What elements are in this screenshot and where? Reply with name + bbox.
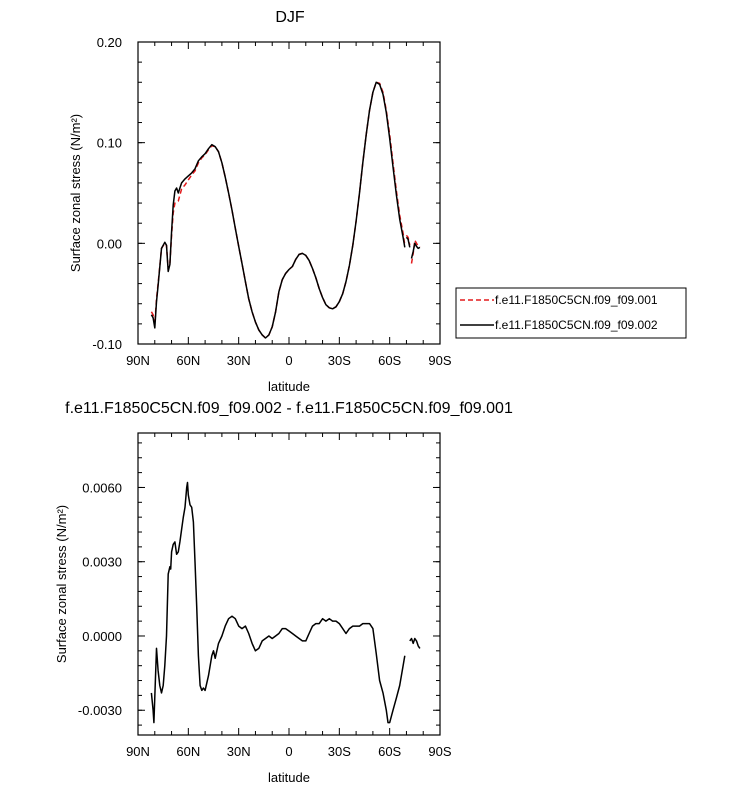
bottom-xtick-label: 90N	[126, 744, 150, 759]
top-chart: DJF 90N 60N 30N 0 30S 60S 90S -0.10 0.00 0.10 0.20…	[68, 9, 452, 394]
top-ytick-label: 0.00	[97, 236, 122, 251]
bottom-series-line-1	[409, 637, 421, 649]
bottom-ytick-label: -0.0030	[78, 703, 122, 718]
top-ylabel-text: Surface zonal stress (N/m²)	[68, 114, 83, 272]
bottom-series-line-1	[150, 481, 406, 724]
legend-label-002: f.e11.F1850C5CN.f09_f09.002	[495, 318, 658, 332]
bottom-xtick-label: 30S	[328, 744, 351, 759]
top-xtick-label: 0	[285, 353, 292, 368]
top-xtick-label: 30N	[227, 353, 251, 368]
top-chart-frame: 90N 60N 30N 0 30S 60S 90S -0.10 0.00 0.10 0.20	[92, 35, 452, 368]
bottom-chart-ylabel: Surface zonal stress (N/m²)	[54, 505, 69, 663]
bottom-ytick-label: 0.0060	[82, 480, 122, 495]
bottom-xtick-label: 60S	[378, 744, 401, 759]
legend-label-001: f.e11.F1850C5CN.f09_f09.001	[495, 293, 658, 307]
legend-box	[455, 287, 687, 339]
bottom-ytick-label: 0.0000	[82, 629, 122, 644]
bottom-xtick-label: 60N	[176, 744, 200, 759]
bottom-ytick-label: 0.0030	[82, 555, 122, 570]
top-xtick-label: 60S	[378, 353, 401, 368]
top-chart-series	[150, 81, 421, 339]
top-xtick-label: 60N	[176, 353, 200, 368]
bottom-chart-xlabel: latitude	[268, 770, 310, 785]
bottom-chart-title: f.e11.F1850C5CN.f09_f09.002 - f.e11.F185…	[65, 400, 513, 417]
bottom-xtick-label: 90S	[428, 744, 451, 759]
top-xtick-label: 30S	[328, 353, 351, 368]
top-series-line-2	[410, 242, 421, 259]
bottom-xtick-label: 0	[285, 744, 292, 759]
top-series-line-2	[405, 236, 411, 248]
top-chart-title: DJF	[275, 9, 305, 26]
top-chart-ylabel: Surface zonal stress (N/m²)	[68, 114, 83, 272]
bottom-chart-series	[150, 481, 421, 724]
top-ytick-label: -0.10	[92, 337, 122, 352]
bottom-plot-border	[137, 432, 441, 736]
bottom-xtick-label: 30N	[227, 744, 251, 759]
top-plot-border	[137, 41, 441, 345]
bottom-chart: f.e11.F1850C5CN.f09_f09.002 - f.e11.F185…	[54, 400, 513, 785]
top-ytick-label: 0.10	[97, 136, 122, 151]
top-series-line-2	[150, 81, 406, 339]
bottom-ylabel-text: Surface zonal stress (N/m²)	[54, 505, 69, 663]
legend: f.e11.F1850C5CN.f09_f09.001 f.e11.F1850C…	[455, 287, 687, 339]
top-ytick-label: 0.20	[97, 35, 122, 50]
top-xtick-label: 90S	[428, 353, 451, 368]
bottom-chart-frame: 90N 60N 30N 0 30S 60S 90S -0.0030 0.0000 0.0030 0.…	[78, 432, 452, 759]
top-chart-xlabel: latitude	[268, 379, 310, 394]
top-xtick-label: 90N	[126, 353, 150, 368]
